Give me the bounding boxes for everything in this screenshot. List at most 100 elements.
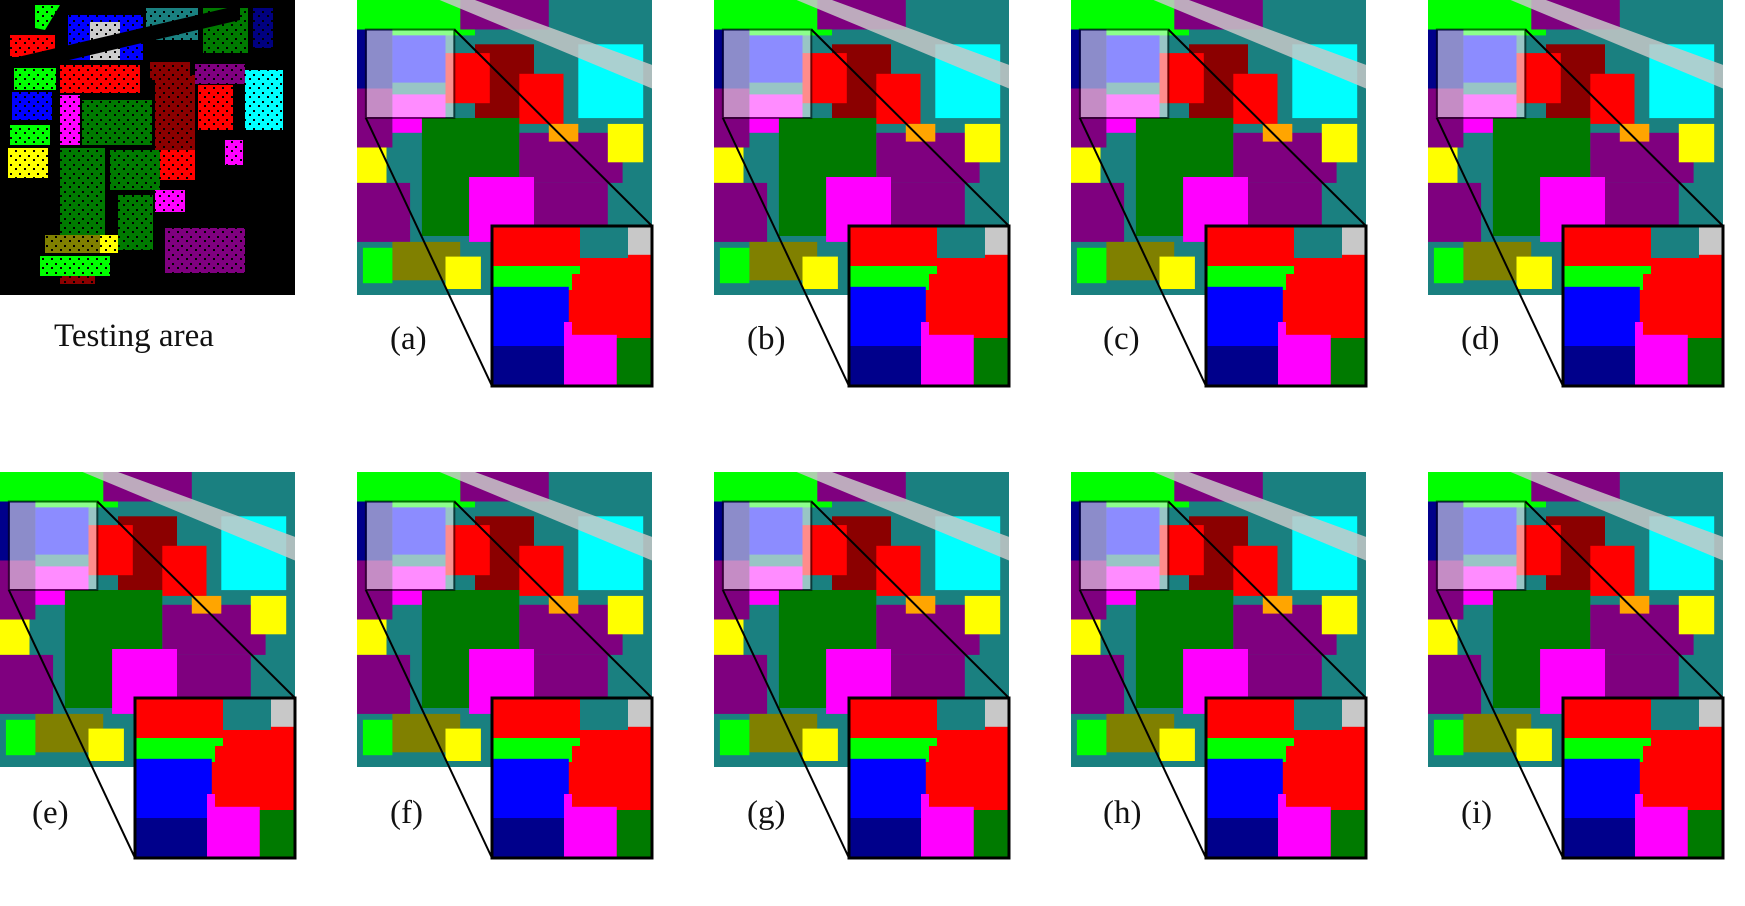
zoom-inset-frame [1204,224,1368,388]
panel-caption-h: (h) [1103,795,1142,831]
zoom-source-box [1435,500,1527,591]
road-strip [439,472,652,561]
zoom-connector-line [1078,117,1207,387]
map-region [1619,123,1650,142]
classification-map-e [0,472,297,860]
inset-region [973,810,1009,858]
inset-region [937,226,985,258]
classification-map-c [1071,0,1368,388]
map-region [362,719,393,756]
road-strip [1153,472,1366,561]
inset-region [1294,226,1342,258]
inset-region [1563,818,1635,858]
inset-region [849,346,921,386]
inset-region [135,758,212,823]
inset-region [1206,266,1294,290]
inset-region [1699,226,1723,255]
classification-map-d [1428,0,1725,388]
inset-region [628,226,652,255]
map-region [607,123,644,163]
panel-caption-e: (e) [32,795,69,831]
inset-region [492,738,580,762]
zoom-connector-line [453,28,653,227]
map-region [1159,728,1195,761]
testing-area-map [0,0,295,295]
road-strip [1153,0,1366,89]
inset-region [1563,758,1640,823]
classification-map-f [357,472,654,860]
map-region [1433,719,1464,756]
map-region [719,247,750,284]
road-strip [1510,0,1723,89]
zoom-connector-line [1435,589,1564,859]
map-region [905,595,936,614]
map-region [191,595,222,614]
inset-region [580,226,628,258]
inset-region [1643,746,1715,807]
zoom-source-box [721,500,813,591]
zoom-connector-line [7,589,136,859]
inset-region [1687,810,1723,858]
map-region [1262,595,1293,614]
classification-map-a [357,0,654,388]
inset-region [492,286,569,351]
inset-region [572,746,644,807]
inset-region [1651,226,1699,258]
zoom-source-box [1078,500,1170,591]
zoom-source-box [721,28,813,119]
inset-region [215,746,287,807]
inset-region [1342,226,1366,255]
zoom-source-box [364,28,456,119]
zoom-connector-line [364,589,493,859]
road-strip [1510,472,1723,561]
zoom-connector-line [1524,28,1724,227]
zoom-connector-line [1435,117,1564,387]
map-region [445,728,481,761]
inset-region [628,698,652,727]
inset-region [849,738,937,762]
inset-region [492,346,564,386]
zoom-source-box [1435,28,1527,119]
testing-area-caption: Testing area [54,318,214,354]
inset-region [1294,698,1342,730]
zoom-inset-frame [490,224,654,388]
map-region [719,719,750,756]
panel-caption-a: (a) [390,321,427,357]
zoom-inset-frame [1561,224,1725,388]
inset-region [1699,698,1723,727]
inset-region [1286,746,1358,807]
panel-caption-i: (i) [1461,795,1493,831]
map-region [250,595,287,635]
inset-region [1206,758,1283,823]
inset-region [572,274,644,335]
inset-region [1206,738,1294,762]
inset-region [492,266,580,290]
panels-group [0,0,1725,860]
map-region [1071,654,1125,714]
map-region [88,728,124,761]
inset-region [1342,698,1366,727]
zoom-connector-line [364,117,493,387]
map-region [1428,654,1482,714]
inset-region [135,738,223,762]
inset-region [616,338,652,386]
map-region [1516,256,1552,289]
inset-region [1563,346,1635,386]
map-region [1159,256,1195,289]
map-region [714,182,768,242]
map-region [802,728,838,761]
zoom-connector-line [721,117,850,387]
map-region [445,256,481,289]
map-region [357,182,411,242]
map-region [1262,123,1293,142]
inset-region [1330,338,1366,386]
inset-region [929,746,1001,807]
map-region [1076,247,1107,284]
inset-region [929,274,1001,335]
zoom-connector-line [453,500,653,699]
inset-region [849,266,937,290]
inset-region [985,226,1009,255]
map-region [1071,182,1125,242]
inset-region [271,698,295,727]
